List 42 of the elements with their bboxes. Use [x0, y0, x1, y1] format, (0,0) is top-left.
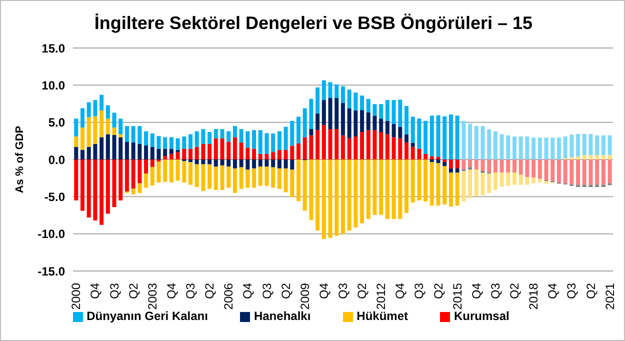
x-tick-label: Q2	[278, 282, 293, 300]
x-tick-label: Q2	[584, 282, 598, 300]
legend-label: Dünyanın Geri Kalanı	[86, 309, 208, 323]
y-axis-title: As % of GDP	[14, 126, 26, 194]
legend-label: Kurumsal	[454, 309, 510, 323]
x-tick-label: 2021	[602, 282, 617, 310]
x-tick-label: 2012	[374, 282, 388, 310]
y-tick-label: 15.0	[42, 41, 66, 56]
x-tick-label: 2018	[526, 282, 541, 310]
x-tick-label: Q4	[316, 282, 331, 300]
x-tick-label: Q3	[488, 282, 502, 300]
x-tick-label: Q3	[564, 282, 579, 300]
x-tick-label: Q4	[546, 282, 560, 300]
legend-label: Hanehalkı	[254, 309, 311, 323]
x-tick-label: 2009	[298, 282, 312, 310]
chart-title: İngiltere Sektörel Dengeleri ve BSB Öngörüleri – 15	[93, 13, 534, 34]
x-tick-label: 2003	[145, 282, 160, 310]
y-tick-label: 5.0	[48, 116, 66, 130]
x-tick-label: Q3	[260, 282, 274, 300]
x-tick-label: 2015	[450, 282, 464, 310]
x-tick-label: Q2	[126, 282, 140, 300]
x-tick-label: Q4	[164, 282, 178, 300]
x-tick-label: Q4	[240, 282, 255, 300]
y-tick-label: 10.0	[42, 78, 66, 92]
x-tick-label: Q2	[202, 282, 217, 300]
x-tick-label: 2000	[69, 282, 84, 310]
x-tick-label: Q3	[412, 282, 426, 300]
y-tick-label: 0.0	[48, 152, 66, 167]
x-tick-label: 2006	[222, 282, 236, 310]
y-tick-label: -5.0	[44, 190, 66, 204]
x-tick-label: Q3	[336, 282, 350, 300]
x-tick-label: Q2	[508, 282, 522, 300]
y-tick-label: -10.0	[38, 227, 66, 242]
legend-label: Hükümet	[356, 309, 408, 323]
x-tick-label: Q3	[107, 282, 122, 300]
x-tick-label: Q3	[184, 282, 198, 300]
x-tick-label: Q2	[355, 282, 370, 300]
x-tick-label: Q4	[88, 282, 102, 300]
x-tick-label: Q4	[393, 282, 408, 300]
x-tick-label: Q2	[431, 282, 446, 300]
y-tick-label: -15.0	[38, 264, 66, 278]
x-tick-label: Q4	[469, 282, 484, 300]
